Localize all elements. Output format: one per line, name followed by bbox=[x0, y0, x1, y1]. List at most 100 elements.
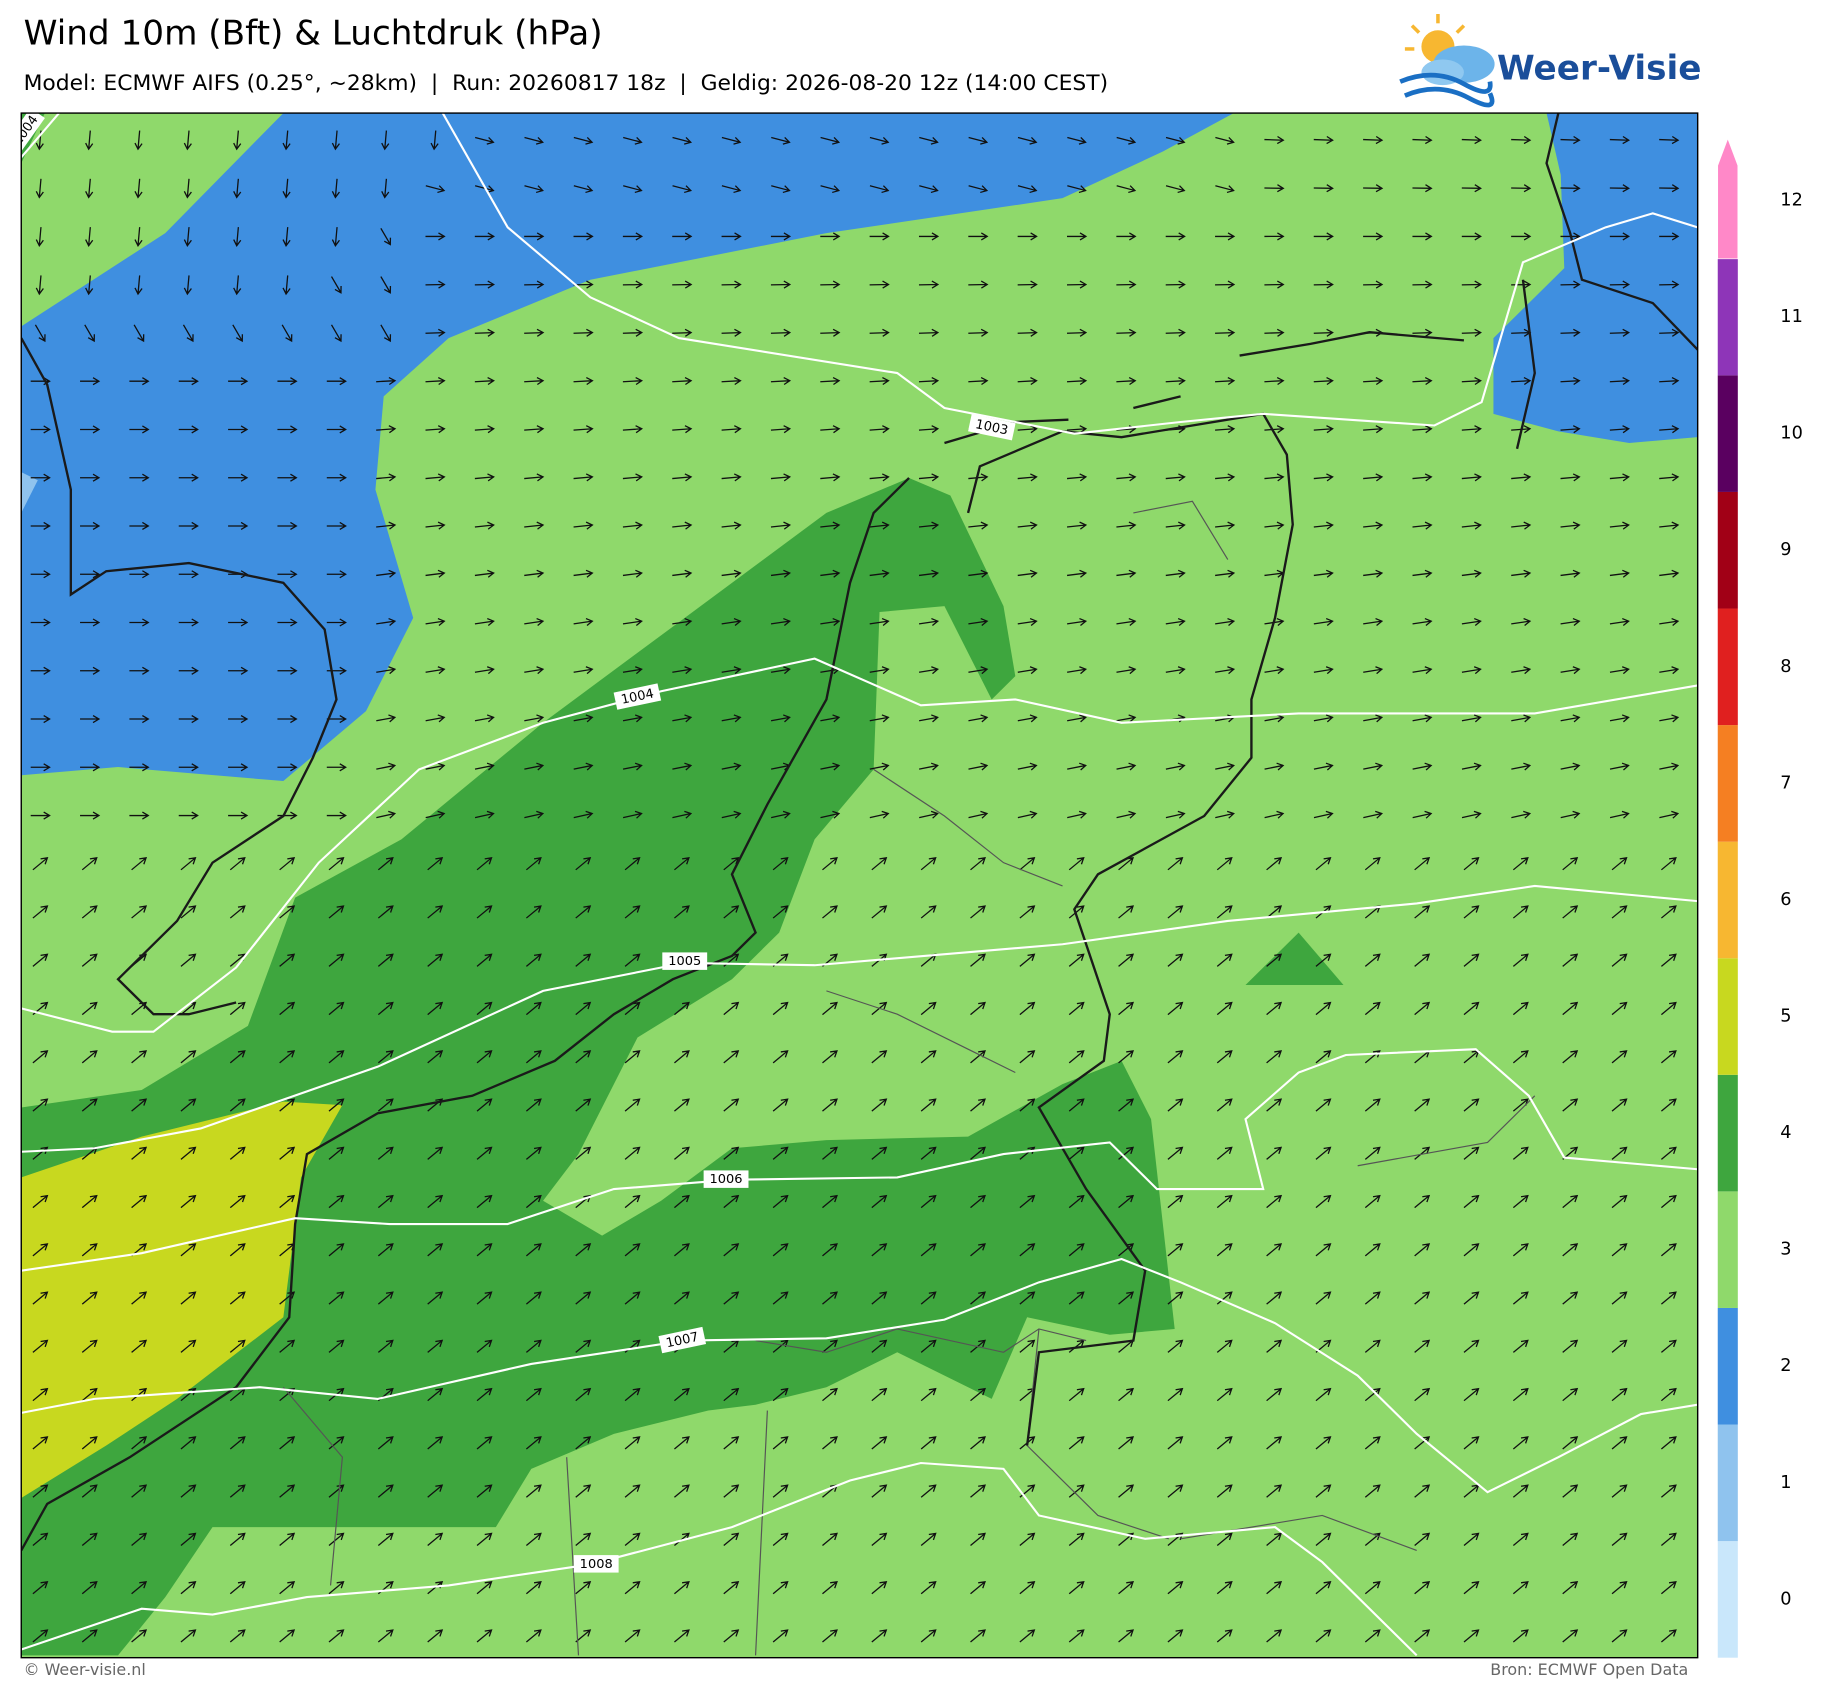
wind-arrow bbox=[81, 1532, 98, 1546]
arrow-shaft bbox=[476, 1194, 493, 1209]
arrow-shaft bbox=[32, 1291, 49, 1305]
arrow-shaft bbox=[1511, 232, 1532, 241]
wind-arrow bbox=[1659, 135, 1680, 145]
wind-arrow bbox=[1266, 1387, 1283, 1402]
arrow-shaft bbox=[331, 227, 340, 247]
arrow-shaft bbox=[919, 762, 939, 771]
wind-arrow bbox=[182, 324, 194, 343]
wind-arrow bbox=[178, 570, 199, 579]
arrow-shaft bbox=[918, 328, 940, 337]
arrow-shaft bbox=[1611, 1194, 1628, 1209]
wind-arrow bbox=[229, 1146, 246, 1160]
arrow-shaft bbox=[525, 1484, 542, 1498]
wind-arrow bbox=[871, 1243, 888, 1257]
arrow-shaft bbox=[1660, 1146, 1677, 1160]
arrow-shaft bbox=[180, 1050, 197, 1064]
wind-arrow bbox=[1560, 569, 1581, 578]
arrow-shaft bbox=[772, 1339, 789, 1353]
wind-arrow bbox=[968, 617, 989, 626]
arrow-shaft bbox=[1461, 376, 1482, 386]
wind-arrow bbox=[820, 185, 841, 194]
arrow-shaft bbox=[1463, 1001, 1480, 1016]
wind-arrow bbox=[1017, 569, 1038, 578]
wind-arrow bbox=[1463, 1532, 1480, 1546]
arrow-shaft bbox=[1017, 328, 1038, 337]
wind-arrow bbox=[869, 762, 890, 771]
arrow-shaft bbox=[1116, 617, 1137, 626]
arrow-shaft bbox=[1167, 1098, 1184, 1112]
arrow-shaft bbox=[772, 1194, 789, 1209]
arrow-shaft bbox=[1019, 1001, 1036, 1016]
wind-arrow bbox=[1315, 1484, 1332, 1498]
wind-arrow bbox=[1118, 1001, 1135, 1016]
arrow-shaft bbox=[525, 1146, 542, 1160]
wind-arrow bbox=[134, 275, 143, 296]
wind-arrow bbox=[1414, 953, 1431, 967]
wind-arrow bbox=[920, 1436, 937, 1450]
wind-arrow bbox=[1167, 1291, 1184, 1305]
arrow-shaft bbox=[970, 1291, 986, 1305]
arrow-shaft bbox=[624, 953, 641, 967]
arrow-shaft bbox=[1463, 1436, 1480, 1450]
arrow-shaft bbox=[1165, 328, 1186, 337]
wind-arrow bbox=[573, 473, 594, 482]
wind-arrow bbox=[968, 714, 989, 723]
wind-arrow bbox=[1019, 1580, 1036, 1595]
arrow-shaft bbox=[180, 1580, 197, 1595]
arrow-shaft bbox=[282, 227, 291, 247]
wind-arrow bbox=[180, 905, 197, 919]
wind-arrow bbox=[277, 377, 298, 386]
wind-arrow bbox=[970, 1146, 986, 1160]
wind-arrow bbox=[1609, 810, 1630, 819]
wind-arrow bbox=[1068, 1484, 1085, 1498]
isobar bbox=[21, 1048, 1698, 1272]
wind-arrow bbox=[229, 1050, 246, 1064]
footer-left: © Weer-visie.nl bbox=[24, 1660, 146, 1679]
arrow-shaft bbox=[1313, 425, 1334, 434]
wind-arrow bbox=[624, 1098, 641, 1112]
arrow-shaft bbox=[1068, 857, 1085, 871]
wind-arrow bbox=[1363, 280, 1384, 289]
wind-arrow bbox=[81, 1243, 98, 1257]
arrow-shaft bbox=[474, 521, 495, 530]
arrow-shaft bbox=[328, 1243, 345, 1257]
arrow-shaft bbox=[772, 857, 789, 871]
wind-arrow bbox=[573, 810, 594, 819]
arrow-shaft bbox=[474, 280, 495, 289]
arrow-shaft bbox=[1066, 425, 1088, 434]
arrow-shaft bbox=[134, 275, 143, 296]
wind-arrow bbox=[180, 1387, 197, 1402]
arrow-shaft bbox=[377, 1194, 394, 1209]
wind-arrow bbox=[918, 569, 940, 578]
arrow-shaft bbox=[1461, 473, 1482, 482]
arrow-shaft bbox=[1266, 1532, 1283, 1546]
wind-arrow bbox=[1167, 1580, 1184, 1595]
wind-arrow bbox=[1463, 1194, 1480, 1209]
wind-arrow bbox=[1609, 280, 1630, 289]
wind-arrow bbox=[1463, 1339, 1480, 1353]
wind-arrow bbox=[1562, 1580, 1579, 1595]
arrow-shaft bbox=[1019, 1194, 1036, 1209]
wind-arrow bbox=[1609, 762, 1630, 771]
wind-arrow bbox=[1660, 1243, 1677, 1257]
wind-arrow bbox=[1562, 1484, 1579, 1498]
arrow-shaft bbox=[970, 1532, 986, 1546]
wind-arrow bbox=[1511, 521, 1532, 530]
wind-arrow bbox=[1266, 1243, 1283, 1257]
arrow-shaft bbox=[1313, 521, 1334, 530]
wind-arrow bbox=[622, 280, 644, 289]
arrow-shaft bbox=[1216, 1532, 1233, 1546]
wind-arrow bbox=[178, 666, 199, 675]
arrow-shaft bbox=[573, 136, 594, 145]
wind-arrow bbox=[178, 714, 199, 724]
arrow-shaft bbox=[723, 1194, 740, 1209]
arrow-shaft bbox=[525, 1629, 542, 1643]
wind-arrow bbox=[822, 1387, 838, 1402]
arrow-shaft bbox=[277, 425, 298, 434]
wind-arrow bbox=[1461, 762, 1482, 771]
wind-arrow bbox=[80, 618, 101, 627]
wind-arrow bbox=[326, 666, 347, 675]
borders bbox=[282, 500, 1536, 1656]
wind-arrow bbox=[180, 1339, 197, 1353]
arrow-shaft bbox=[476, 1146, 493, 1160]
